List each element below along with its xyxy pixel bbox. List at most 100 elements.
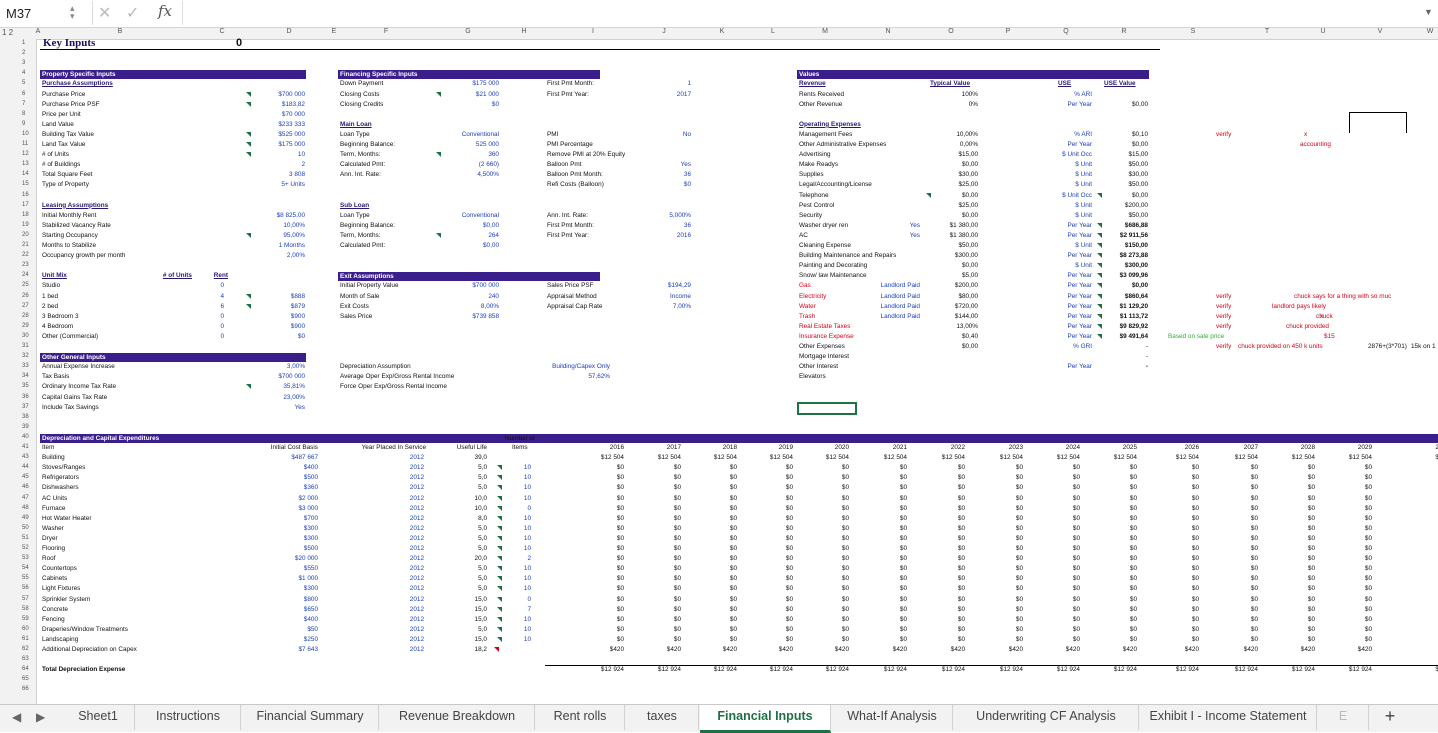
depr-year-value[interactable]: $0: [729, 605, 737, 613]
opex-typical[interactable]: 13,00%: [956, 322, 978, 330]
opex-use-value[interactable]: $0,00: [1132, 141, 1148, 148]
depr-year-value[interactable]: $0: [1015, 504, 1023, 512]
depr-year-value[interactable]: $0: [729, 585, 737, 593]
depr-year-value[interactable]: $0: [899, 565, 907, 573]
property-value[interactable]: 3 808: [289, 171, 305, 179]
depr-assumption-label[interactable]: Average Oper Exp/Gross Rental Income: [340, 373, 455, 381]
depr-year-value[interactable]: $0: [673, 555, 681, 563]
sub-loan-value[interactable]: 5,000%: [669, 211, 691, 219]
general-value[interactable]: 35,81%: [283, 383, 305, 391]
depr-item-label[interactable]: Sprinkler System: [42, 595, 91, 603]
column-header-i[interactable]: I: [592, 28, 594, 35]
note-based-on-sale[interactable]: Based on sale price: [1168, 332, 1225, 340]
unit-count[interactable]: 6: [220, 302, 224, 310]
column-header-q[interactable]: Q: [1063, 28, 1069, 35]
row-header-34[interactable]: 34: [22, 373, 29, 380]
depr-year-value[interactable]: $0: [673, 545, 681, 552]
depr-year-value[interactable]: $0: [1191, 555, 1199, 563]
depr-year-value[interactable]: $0: [1307, 615, 1315, 623]
depr-count[interactable]: 2: [527, 555, 531, 563]
depr-year-value[interactable]: $0: [616, 555, 624, 563]
depr-year-value[interactable]: $0: [899, 625, 907, 633]
column-header-l[interactable]: L: [771, 28, 775, 35]
note-text[interactable]: x: [1320, 312, 1324, 320]
sheet-tab-financial-inputs[interactable]: Financial Inputs: [700, 705, 831, 733]
opex-use-value[interactable]: $1 129,20: [1119, 302, 1148, 310]
prev-sheet-icon[interactable]: ◀: [12, 710, 22, 724]
first-pmt-value[interactable]: 1: [687, 80, 691, 88]
sheet-tab-financial-summary[interactable]: Financial Summary: [242, 705, 379, 730]
opex-typical[interactable]: $25,00: [958, 181, 978, 189]
depr-year-value[interactable]: $12 504: [657, 454, 681, 462]
revenue-label[interactable]: Revenue: [799, 80, 826, 88]
depr-year-value[interactable]: $0: [729, 595, 737, 603]
depr-count[interactable]: 10: [523, 514, 531, 522]
drawn-box-shape[interactable]: [1349, 112, 1407, 133]
depr-year-value[interactable]: $0: [616, 524, 624, 532]
depr-count[interactable]: 10: [523, 464, 531, 472]
depr-year-value[interactable]: $0: [1307, 555, 1315, 563]
depr-year-placed[interactable]: 2012: [409, 524, 424, 532]
opex-use-value[interactable]: $686,88: [1124, 221, 1148, 229]
depr-year-value[interactable]: $0: [1015, 615, 1023, 623]
depr-year-value[interactable]: $0: [1129, 555, 1137, 563]
row-header-8[interactable]: 8: [22, 110, 26, 117]
depr-year-value[interactable]: $0: [899, 585, 907, 593]
unit-mix-label[interactable]: Studio: [42, 282, 61, 290]
depr-year-value[interactable]: $0: [1072, 504, 1080, 512]
depr-year-value[interactable]: $12: [1435, 454, 1438, 462]
opex-item[interactable]: Washer dryer ren: [799, 221, 849, 229]
depr-year-value[interactable]: $0: [899, 615, 907, 623]
unit-mix-label[interactable]: 2 bed: [42, 302, 58, 310]
row-header-3[interactable]: 3: [22, 60, 26, 67]
depr-year-value[interactable]: $0: [1191, 504, 1199, 512]
unit-mix-label[interactable]: 1 bed: [42, 292, 58, 300]
depr-year-value[interactable]: $0: [1015, 494, 1023, 502]
depr-year-header[interactable]: 2016: [609, 444, 624, 451]
row-header-18[interactable]: 18: [22, 211, 29, 218]
sheet-tab-instructions[interactable]: Instructions: [136, 705, 241, 730]
row-header-51[interactable]: 51: [22, 534, 29, 541]
opex-paid[interactable]: Landlord Paid: [880, 292, 920, 300]
opex-use-value[interactable]: $30,00: [1128, 171, 1148, 179]
depr-year-value[interactable]: $0: [1250, 504, 1258, 512]
depr-year-value[interactable]: $0: [1191, 595, 1199, 603]
unit-rent[interactable]: $900: [290, 312, 305, 320]
leasing-label[interactable]: Stabilized Vacancy Rate: [42, 221, 111, 229]
depr-year-placed[interactable]: 2012: [409, 534, 424, 542]
opex-use[interactable]: $ Unit: [1075, 211, 1092, 219]
property-value[interactable]: $175 000: [278, 141, 305, 148]
opex-typical[interactable]: $0,40: [962, 332, 978, 340]
opex-typical[interactable]: $5,00: [962, 272, 978, 280]
depr-year-value[interactable]: $0: [729, 484, 737, 492]
row-header-22[interactable]: 22: [22, 252, 29, 259]
depr-year-value[interactable]: $0: [899, 464, 907, 472]
sub-loan-value[interactable]: Conventional: [461, 211, 499, 219]
depr-year-header[interactable]: 2019: [778, 444, 793, 451]
depr-year-header[interactable]: 2020: [834, 444, 849, 451]
typical-value-header[interactable]: Typical Value: [930, 80, 971, 88]
note-verify[interactable]: verify: [1216, 130, 1232, 138]
depr-year-value[interactable]: $0: [1072, 474, 1080, 482]
depr-year-value[interactable]: $0: [1250, 575, 1258, 583]
row-header-10[interactable]: 10: [22, 130, 29, 137]
depr-year-header[interactable]: 2026: [1184, 444, 1199, 451]
opex-use[interactable]: % GRI: [1073, 343, 1092, 350]
row-header-17[interactable]: 17: [22, 201, 29, 208]
depr-year-value[interactable]: $0: [1191, 474, 1199, 482]
opex-use[interactable]: Per Year: [1067, 221, 1092, 229]
depr-item-label[interactable]: Dishwashers: [42, 484, 79, 492]
depr-year-value[interactable]: $0: [616, 595, 624, 603]
depr-year-value[interactable]: $0: [673, 565, 681, 573]
depr-life[interactable]: 5,0: [478, 585, 487, 593]
main-loan-label[interactable]: Term, Months:: [340, 151, 381, 159]
opex-item[interactable]: Management Fees: [799, 130, 853, 138]
depr-total-value[interactable]: $12 924: [1175, 666, 1199, 674]
depr-cost[interactable]: $50: [307, 625, 318, 633]
depr-year-value[interactable]: $0: [616, 575, 624, 583]
depr-life[interactable]: 5,0: [478, 484, 487, 492]
exit-label[interactable]: Sales Price: [340, 312, 373, 320]
sheet-tab-taxes[interactable]: taxes: [626, 705, 699, 730]
depr-year-value[interactable]: $0: [1250, 625, 1258, 633]
depr-year-header[interactable]: 2027: [1243, 444, 1258, 451]
